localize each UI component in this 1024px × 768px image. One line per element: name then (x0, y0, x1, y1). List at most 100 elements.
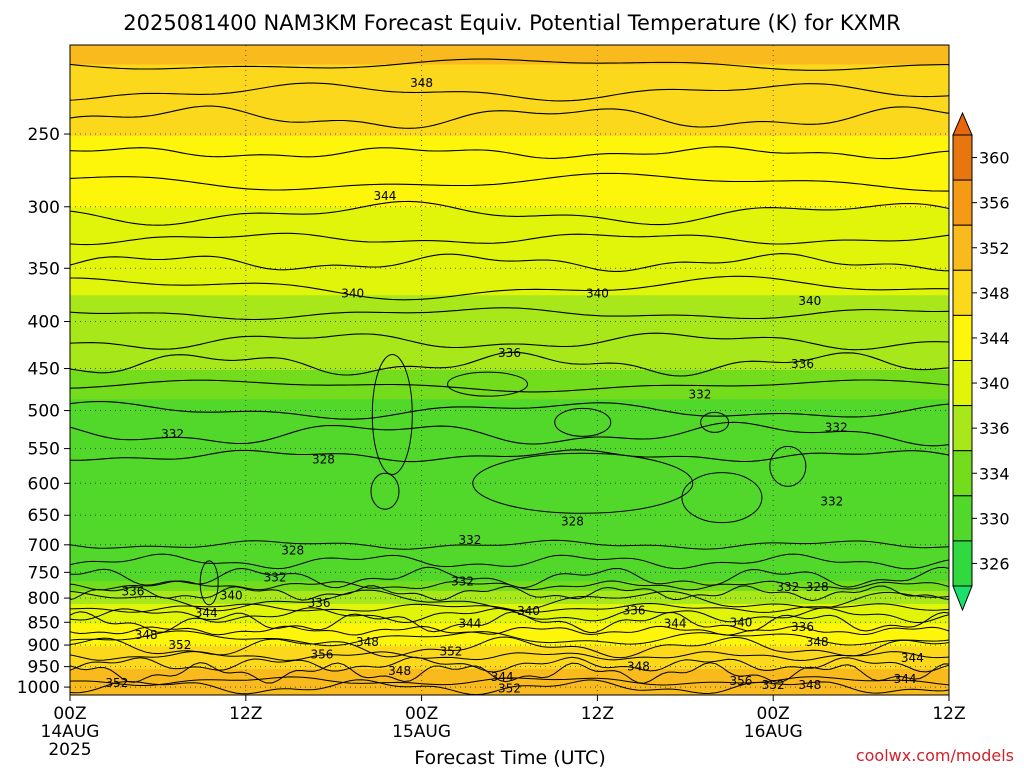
contour-label: 336 (308, 596, 331, 610)
contour-line (70, 253, 949, 272)
x-tick-label: 12Z (229, 704, 262, 724)
y-tick-label: 800 (28, 589, 60, 609)
colorbar-over-arrow (952, 111, 973, 136)
colorbar-swatch (952, 134, 973, 181)
colorbar-swatch (952, 314, 973, 361)
colorbar-label: 334 (979, 464, 1010, 483)
colorbar-label: 360 (979, 149, 1010, 168)
y-tick-label: 700 (28, 536, 60, 556)
contour-label: 348 (135, 628, 158, 642)
contour-line (70, 679, 949, 695)
x-tick-label: 2025 (48, 740, 91, 760)
contour-line (70, 449, 949, 463)
contour-label: 344 (491, 670, 514, 684)
contour-label: 352 (762, 678, 785, 692)
contour-label: 332 (825, 421, 848, 435)
contour-line (70, 602, 949, 613)
x-tick-label: 12Z (932, 704, 965, 724)
colorbar-swatch (952, 495, 973, 542)
contour-label: 336 (623, 603, 646, 617)
contour-line (70, 539, 949, 550)
contour-label: 356 (311, 648, 334, 662)
contour-line (70, 580, 949, 591)
contour-line (70, 351, 949, 377)
contour-label: 340 (220, 589, 243, 603)
contour-label: 328 (806, 580, 829, 594)
contour-label: 340 (730, 615, 753, 629)
plot-area: 348 344 340 340 340 336 336 332 332 332 328 328 332 3… (70, 45, 949, 695)
contour-label: 340 (798, 294, 821, 308)
y-axis: 250 300 350 400 450 500 550 600 650 700 750 800 850 9… (17, 125, 70, 698)
contour-label: 336 (122, 585, 145, 599)
contour-label: 332 (688, 387, 711, 401)
colorbar-swatch (952, 540, 973, 587)
colorbar-label: 356 (979, 194, 1010, 213)
contour-line (70, 553, 949, 570)
x-axis-title: Forecast Time (UTC) (414, 747, 605, 768)
contour-label: 344 (458, 617, 481, 631)
contour-label: 332 (264, 571, 287, 585)
contour-label: 352 (105, 676, 128, 690)
contour-loop (199, 560, 219, 606)
credit-text: coolwx.com/models (856, 746, 1014, 765)
contour-label: 348 (627, 660, 650, 674)
contour-line (70, 611, 949, 634)
contour-label: 348 (410, 76, 433, 90)
contour-line (70, 625, 949, 636)
contour-line (70, 200, 949, 226)
contour-label: 348 (798, 678, 821, 692)
colorbar-swatch (952, 269, 973, 316)
contour-label: 356 (730, 674, 753, 688)
contour-line (70, 105, 949, 129)
y-tick-label: 550 (28, 440, 60, 460)
contour-line (70, 332, 949, 351)
contour-line (70, 379, 949, 393)
chart-title: 2025081400 NAM3KM Forecast Equiv. Potent… (123, 11, 900, 35)
x-tick-label: 00Z (53, 704, 86, 724)
y-tick-label: 750 (28, 563, 60, 583)
plot-frame (69, 44, 950, 696)
x-tick-label: 00Z (757, 704, 790, 724)
colorbar-swatch (952, 360, 973, 407)
y-tick-label: 500 (28, 402, 60, 422)
contour-loop (554, 407, 612, 437)
contour-lines (70, 58, 949, 695)
temperature-band (70, 399, 949, 582)
y-tick-label: 1000 (17, 678, 60, 698)
contour-label: 340 (341, 287, 364, 301)
contour-label: 348 (388, 664, 411, 678)
contour-label: 328 (561, 514, 584, 528)
colorbar-swatch (952, 405, 973, 452)
x-tick-label: 16AUG (744, 722, 803, 742)
contour-label: 344 (374, 189, 397, 203)
y-tick-label: 850 (28, 613, 60, 633)
contour-label: 336 (791, 357, 814, 371)
contour-label: 344 (664, 617, 687, 631)
contour-loop (447, 371, 529, 397)
x-tick-label: 14AUG (41, 722, 100, 742)
y-tick-label: 300 (28, 198, 60, 218)
contour-loop (681, 472, 763, 524)
contour-loop (769, 445, 807, 487)
x-tick-label: 00Z (405, 704, 438, 724)
contour-label: 348 (806, 635, 829, 649)
contour-label: 340 (586, 287, 609, 301)
temperature-band (70, 604, 949, 625)
contour-line (70, 421, 949, 447)
y-tick-label: 900 (28, 636, 60, 656)
contour-label: 344 (901, 651, 924, 665)
contour-line (70, 585, 949, 602)
y-tick-label: 400 (28, 313, 60, 333)
y-tick-label: 650 (28, 506, 60, 526)
contour-label: 332 (161, 427, 184, 441)
contour-line (70, 650, 949, 662)
temperature-band (70, 45, 949, 66)
colorbar-label: 344 (979, 329, 1010, 348)
y-tick-label: 950 (28, 658, 60, 678)
contour-label: 328 (312, 452, 335, 466)
y-tick-label: 450 (28, 360, 60, 380)
temperature-band (70, 646, 949, 670)
contour-label: 348 (356, 635, 379, 649)
